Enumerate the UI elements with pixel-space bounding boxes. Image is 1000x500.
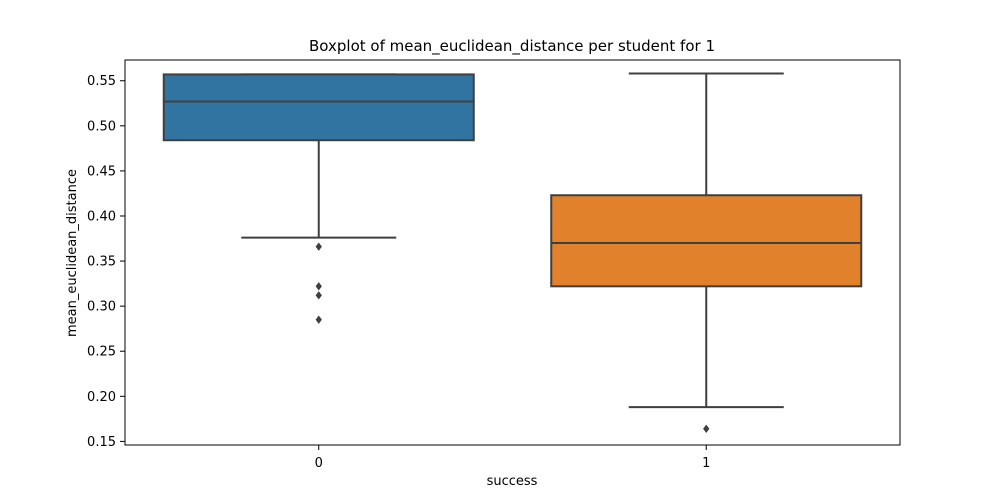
outlier-point [315,291,322,300]
box-iqr [550,194,863,288]
y-tick-label: 0.30 [87,300,116,315]
y-tick-label: 0.20 [87,390,116,405]
outlier-point [703,424,710,433]
y-tick-label: 0.55 [87,74,116,89]
outlier-point [315,242,322,251]
x-tick-label: 1 [702,456,710,471]
x-axis-label: success [487,474,538,489]
outlier-point [315,315,322,324]
y-axis: 0.15 0.20 0.25 0.30 0.35 0.40 0.45 0.50 0.55 [87,74,125,450]
y-tick-label: 0.45 [87,164,116,179]
y-axis-label: mean_euclidean_distance [65,169,80,337]
plot-content [162,72,863,433]
box-iqr [162,73,475,142]
y-tick-label: 0.35 [87,255,116,270]
y-tick-label: 0.25 [87,345,116,360]
box-group-0 [162,73,475,324]
box-group-1 [550,72,863,433]
x-tick-label: 0 [315,456,323,471]
y-tick-label: 0.40 [87,209,116,224]
chart-title: Boxplot of mean_euclidean_distance per s… [309,37,715,56]
y-tick-label: 0.15 [87,435,116,450]
outlier-point [315,282,322,291]
plot-frame [124,59,901,446]
y-tick-label: 0.50 [87,119,116,134]
